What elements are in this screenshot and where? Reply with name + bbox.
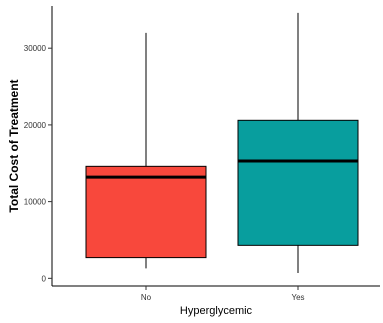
x-axis-title: Hyperglycemic — [180, 305, 253, 317]
boxes — [85, 12, 359, 273]
y-tick-label: 20000 — [24, 121, 47, 130]
y-axis-title: Total Cost of Treatment — [7, 79, 21, 212]
y-tick-label: 10000 — [24, 198, 47, 207]
box-no — [85, 165, 207, 259]
box-yes — [237, 119, 359, 246]
x-tick-label: Yes — [291, 293, 304, 302]
y-tick-label: 30000 — [24, 44, 47, 53]
x-tick-label: No — [141, 293, 152, 302]
y-tick-label: 0 — [42, 274, 47, 283]
y-axis-ticks: 0 10000 20000 30000 — [24, 44, 52, 283]
x-axis-ticks: No Yes — [141, 286, 305, 302]
plot-area: 0 10000 20000 30000 No Yes — [24, 6, 380, 302]
